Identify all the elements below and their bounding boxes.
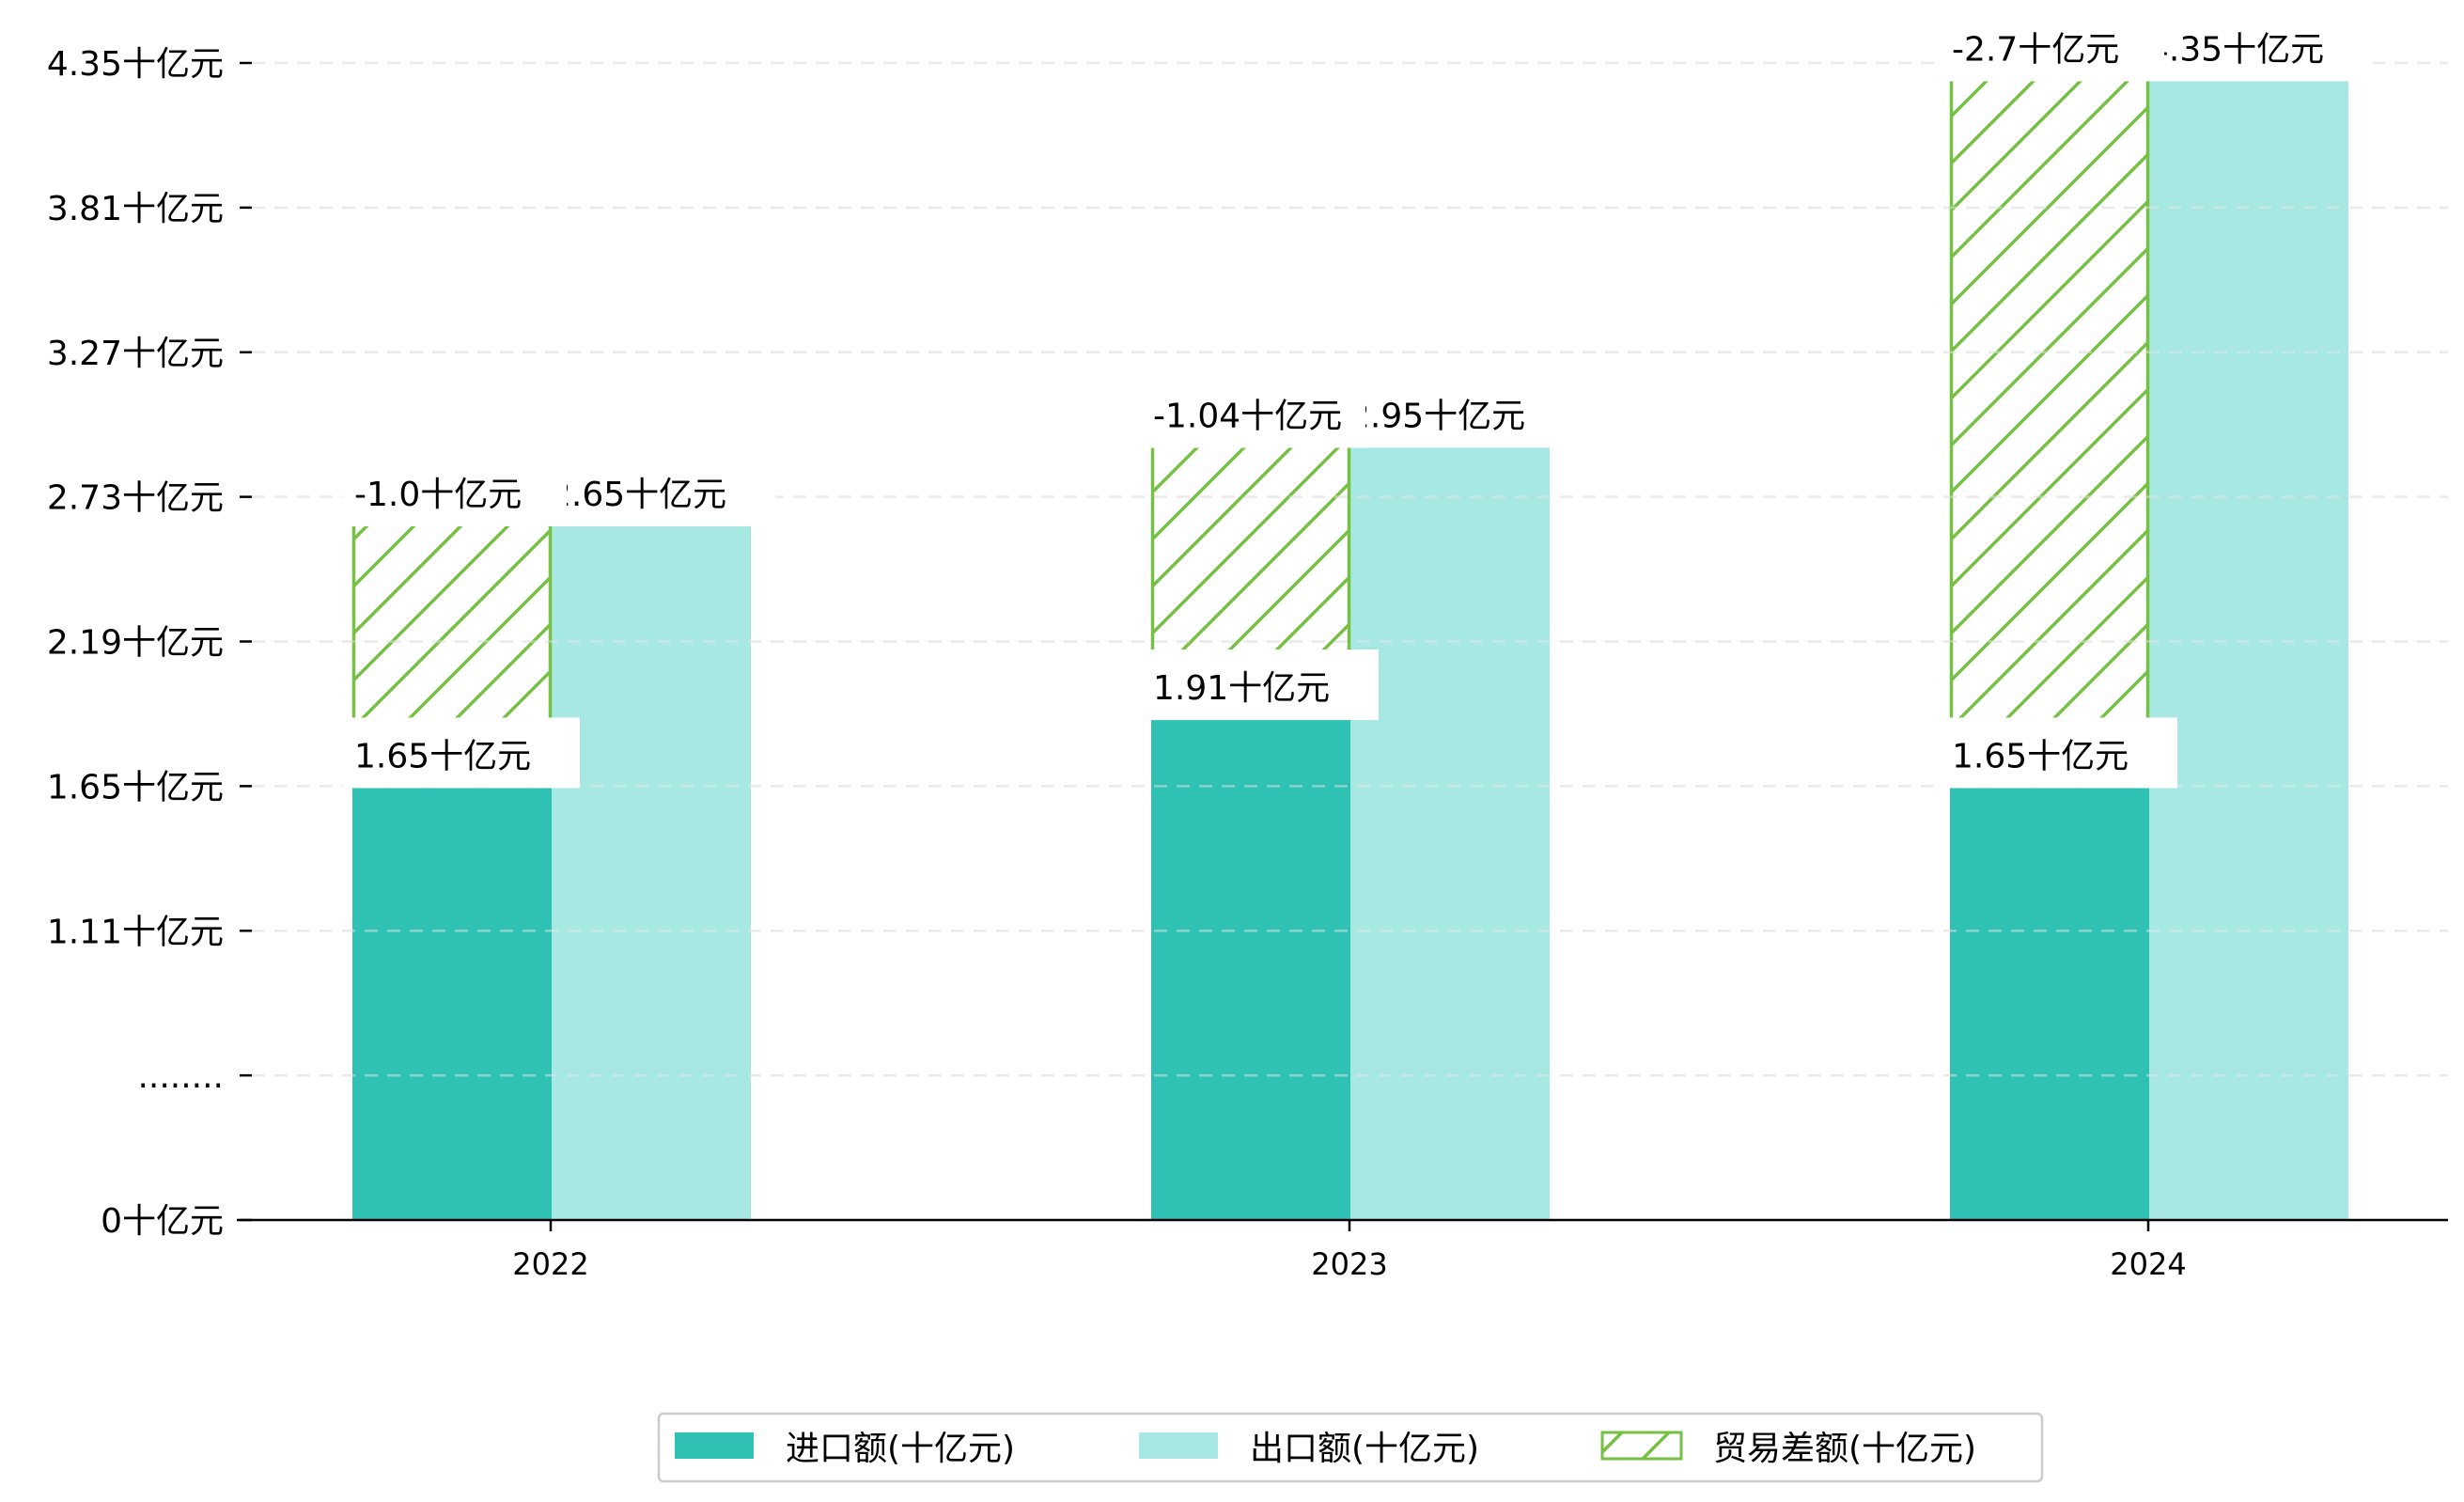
data-label-import: 1.65十亿元: [354, 737, 531, 775]
legend-label: 进口额(十亿元): [786, 1430, 1015, 1468]
y-tick-label: 2.73十亿元: [47, 479, 224, 518]
bar-export: [552, 525, 751, 1220]
y-tick-label: 3.81十亿元: [47, 190, 224, 228]
legend: 进口额(十亿元) 出口额(十亿元) 贸易差额(十亿元): [657, 1412, 2044, 1483]
data-label-box: [1941, 717, 2177, 789]
bar-trade-balance: [1950, 81, 2149, 789]
bar-import: [352, 788, 552, 1220]
x-tick-label: 2023: [1311, 1246, 1387, 1282]
bar-export: [2149, 81, 2348, 1220]
legend-swatch: [1139, 1432, 1218, 1459]
legend-label: 贸易差额(十亿元): [1713, 1430, 1976, 1468]
data-label-export: 4.35十亿元: [2147, 30, 2324, 69]
bar-import: [1950, 788, 2149, 1220]
data-label-box: [540, 458, 775, 524]
data-label-box: [1941, 10, 2164, 82]
bar-import: [1151, 720, 1350, 1220]
y-tick-label: 1.65十亿元: [47, 768, 224, 806]
data-label-box: [343, 455, 567, 526]
x-tick-label: 2024: [2110, 1246, 2186, 1282]
legend-swatch-hatched: [1600, 1431, 1683, 1461]
axes: 0十亿元........ 1.11十亿元 1.65十亿元 2.19十亿元 2.73十亿元…: [47, 45, 2448, 1282]
data-label-box: [1142, 377, 1365, 448]
data-label-import: 1.91十亿元: [1153, 669, 1330, 708]
bars: [351, 81, 2348, 1220]
data-label-import: 1.65十亿元: [1952, 737, 2129, 775]
data-label-export: 2.95十亿元: [1349, 397, 1525, 435]
y-tick-label: ........: [137, 1057, 224, 1096]
x-tick-label: 2022: [512, 1246, 588, 1282]
legend-label: 出口额(十亿元): [1250, 1430, 1479, 1468]
data-label-trade-balance: -2.7十亿元: [1952, 30, 2119, 69]
legend-frame: [657, 1412, 2044, 1483]
y-tick-label: 0十亿元: [101, 1202, 224, 1241]
data-label-box: [343, 717, 580, 789]
data-label-export: 2.65十亿元: [550, 476, 726, 514]
y-tick-label: 1.11十亿元: [47, 913, 224, 951]
y-tick-label: 4.35十亿元: [47, 45, 224, 84]
bar-export: [1350, 447, 1550, 1220]
data-label-trade-balance: -1.0十亿元: [354, 476, 522, 514]
data-label-box: [1339, 380, 1574, 446]
data-label-box: [2138, 13, 2373, 80]
y-tick-label: 3.27十亿元: [47, 335, 224, 373]
data-labels: 2.65十亿元 1.65十亿元 -1.0十亿元 2.95十亿元 1.91十亿元 -1.04…: [343, 10, 2373, 789]
data-label-trade-balance: -1.04十亿元: [1153, 397, 1342, 435]
legend-swatch: [675, 1432, 754, 1459]
data-label-box: [1142, 649, 1379, 721]
y-tick-label: 2.19十亿元: [47, 624, 224, 663]
